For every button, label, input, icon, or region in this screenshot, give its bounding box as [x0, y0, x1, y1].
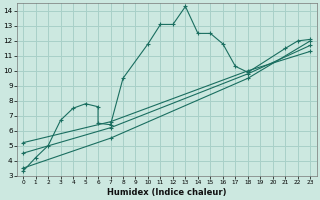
X-axis label: Humidex (Indice chaleur): Humidex (Indice chaleur) [107, 188, 227, 197]
